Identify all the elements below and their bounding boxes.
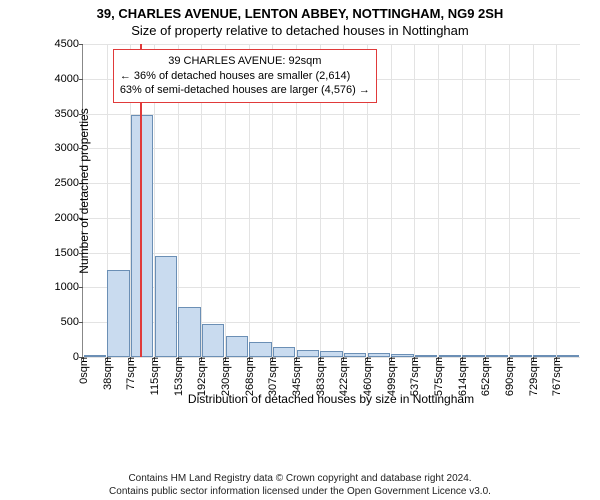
x-tick-label: 652sqm [478, 357, 492, 396]
gridline-h [83, 218, 580, 219]
gridline-v [462, 44, 463, 357]
x-tick-label: 729sqm [526, 357, 540, 396]
gridline-h [83, 183, 580, 184]
footer-attribution: Contains HM Land Registry data © Crown c… [0, 473, 600, 498]
bar [178, 307, 200, 357]
x-tick-label: 307sqm [265, 357, 279, 396]
gridline-v [509, 44, 510, 357]
gridline-v [556, 44, 557, 357]
x-tick-label: 192sqm [194, 357, 208, 396]
x-tick-label: 230sqm [218, 357, 232, 396]
bar [202, 324, 224, 357]
x-tick-label: 77sqm [123, 357, 137, 390]
bar [249, 342, 271, 357]
bar [107, 270, 129, 357]
bar [226, 336, 248, 357]
annotation-line: 39 CHARLES AVENUE: 92sqm [120, 54, 370, 69]
gridline-v [438, 44, 439, 357]
x-tick-label: 460sqm [360, 357, 374, 396]
x-tick-label: 767sqm [549, 357, 563, 396]
chart-container: 0500100015002000250030003500400045000sqm… [52, 44, 580, 404]
x-tick-label: 499sqm [384, 357, 398, 396]
gridline-h [83, 148, 580, 149]
gridline-v [391, 44, 392, 357]
footer-line1: Contains HM Land Registry data © Crown c… [0, 473, 600, 486]
x-tick-label: 383sqm [313, 357, 327, 396]
page-title-address: 39, CHARLES AVENUE, LENTON ABBEY, NOTTIN… [0, 0, 600, 21]
bar [155, 256, 177, 357]
gridline-h [83, 253, 580, 254]
x-tick-label: 115sqm [147, 357, 161, 395]
page-subtitle: Size of property relative to detached ho… [0, 21, 600, 42]
gridline-h [83, 44, 580, 45]
x-tick-label: 153sqm [171, 357, 185, 396]
x-tick-label: 38sqm [100, 357, 114, 390]
gridline-h [83, 114, 580, 115]
gridline-v [533, 44, 534, 357]
bar [297, 350, 319, 357]
x-tick-label: 422sqm [336, 357, 350, 396]
footer-line2: Contains public sector information licen… [0, 486, 600, 499]
x-tick-label: 537sqm [407, 357, 421, 396]
x-tick-label: 690sqm [502, 357, 516, 396]
y-tick-label: 4500 [55, 38, 83, 50]
y-tick-label: 500 [61, 316, 83, 328]
bar [131, 115, 153, 357]
y-axis-label: Number of detached properties [77, 91, 91, 291]
gridline-v [414, 44, 415, 357]
bar [273, 347, 295, 357]
x-tick-label: 268sqm [242, 357, 256, 396]
annotation-line: ← 36% of detached houses are smaller (2,… [120, 69, 370, 84]
annotation-box: 39 CHARLES AVENUE: 92sqm← 36% of detache… [113, 49, 377, 104]
x-tick-label: 0sqm [76, 357, 90, 384]
x-axis-label: Distribution of detached houses by size … [82, 392, 580, 406]
gridline-v [485, 44, 486, 357]
y-tick-label: 4000 [55, 73, 83, 85]
plot-area: 0500100015002000250030003500400045000sqm… [82, 44, 580, 358]
x-tick-label: 345sqm [289, 357, 303, 396]
annotation-line: 63% of semi-detached houses are larger (… [120, 83, 370, 98]
x-tick-label: 614sqm [455, 357, 469, 396]
x-tick-label: 575sqm [431, 357, 445, 396]
